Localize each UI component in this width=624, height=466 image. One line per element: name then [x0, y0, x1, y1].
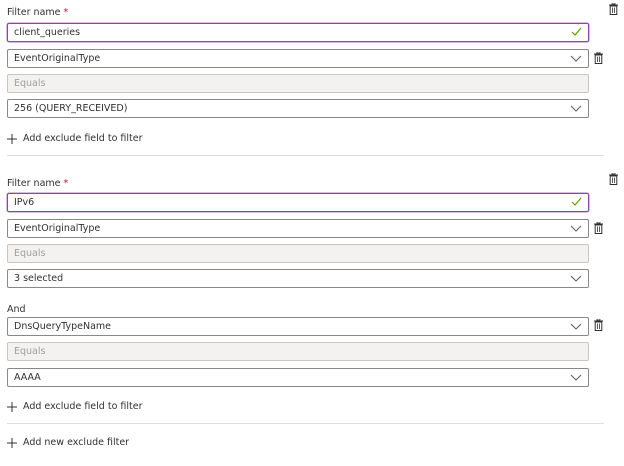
add-exclude-field-button[interactable]: Add exclude field to filter [7, 133, 143, 144]
chevron-down-icon [570, 372, 582, 382]
delete-condition-button[interactable] [594, 319, 603, 331]
filter-name-input[interactable]: IPv6 [7, 193, 589, 212]
value-dropdown[interactable]: 3 selected [7, 269, 589, 288]
chevron-down-icon [570, 223, 582, 233]
checkmark-icon [571, 197, 582, 206]
chevron-down-icon [570, 53, 582, 63]
value-dropdown[interactable]: AAAA [7, 368, 589, 387]
plus-icon [7, 402, 17, 412]
add-new-exclude-filter-button[interactable]: Add new exclude filter [7, 437, 129, 448]
operator-field: Equals [7, 74, 589, 93]
field-dropdown[interactable]: EventOriginalType [7, 49, 589, 68]
chevron-down-icon [570, 103, 582, 113]
value-dropdown[interactable]: 256 (QUERY_RECEIVED) [7, 99, 589, 118]
delete-condition-button[interactable] [594, 222, 603, 234]
chevron-down-icon [570, 321, 582, 331]
delete-condition-button[interactable] [594, 52, 603, 64]
divider [7, 155, 604, 156]
operator-field: Equals [7, 244, 589, 263]
checkmark-icon [571, 27, 582, 36]
filter-name-label: Filter name * [7, 178, 69, 189]
plus-icon [7, 134, 17, 144]
and-label: And [7, 304, 26, 315]
filter-name-label: Filter name * [7, 7, 69, 18]
delete-filter-1-button[interactable] [609, 3, 618, 15]
add-exclude-field-button[interactable]: Add exclude field to filter [7, 401, 143, 412]
delete-filter-2-button[interactable] [609, 173, 618, 185]
plus-icon [7, 438, 17, 448]
filter-name-input[interactable]: client_queries [7, 23, 589, 42]
operator-field: Equals [7, 342, 589, 361]
field-dropdown[interactable]: DnsQueryTypeName [7, 317, 589, 336]
divider [7, 423, 604, 424]
field-dropdown[interactable]: EventOriginalType [7, 219, 589, 238]
chevron-down-icon [570, 273, 582, 283]
